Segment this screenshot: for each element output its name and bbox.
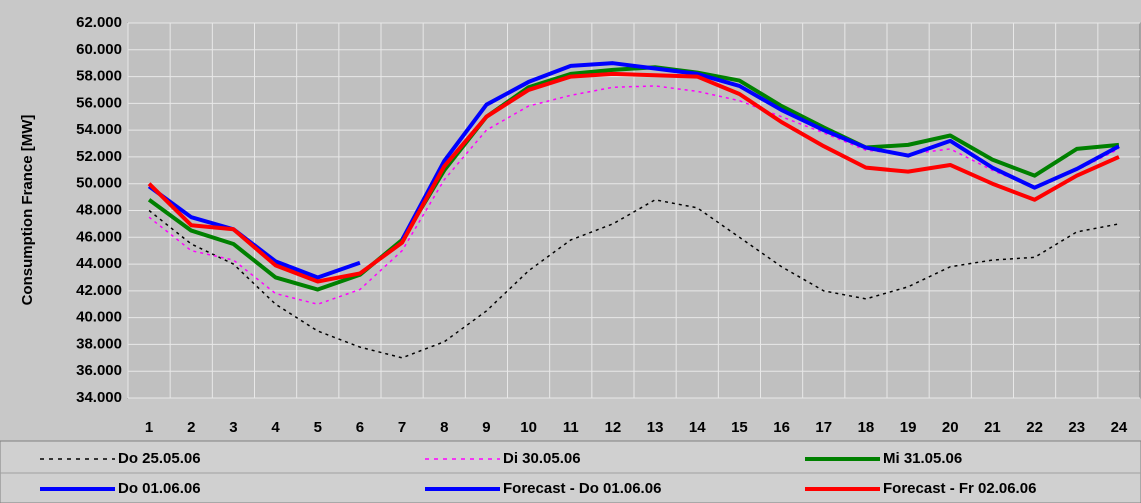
y-tick-label: 38.000: [76, 335, 122, 352]
y-tick-label: 52.000: [76, 148, 122, 165]
y-tick-label: 62.000: [76, 14, 122, 31]
y-tick-label: 50.000: [76, 175, 122, 192]
x-tick-label: 2: [187, 419, 195, 436]
y-tick-label: 40.000: [76, 309, 122, 326]
y-tick-label: 60.000: [76, 41, 122, 58]
y-tick-label: 44.000: [76, 255, 122, 272]
x-tick-label: 16: [773, 419, 790, 436]
y-tick-label: 54.000: [76, 121, 122, 138]
x-tick-label: 10: [520, 419, 537, 436]
legend-label: Forecast - Fr 02.06.06: [883, 480, 1036, 497]
x-tick-label: 18: [858, 419, 875, 436]
y-axis-title: Consumption France [MW]: [19, 115, 36, 306]
x-tick-label: 22: [1026, 419, 1043, 436]
y-tick-label: 34.000: [76, 389, 122, 406]
legend-box: [0, 440, 1141, 503]
legend-label: Di 30.05.06: [503, 450, 581, 467]
x-tick-label: 23: [1068, 419, 1085, 436]
x-tick-label: 21: [984, 419, 1001, 436]
x-tick-label: 11: [563, 419, 579, 436]
legend-label: Do 25.05.06: [118, 450, 201, 467]
series-line: [147, 65, 1120, 292]
y-tick-label: 36.000: [76, 362, 122, 379]
x-tick-label: 12: [605, 419, 622, 436]
x-tick-label: 5: [314, 419, 322, 436]
x-tick-label: 19: [900, 419, 917, 436]
legend-label: Do 01.06.06: [118, 480, 201, 497]
legend-label: Mi 31.05.06: [883, 450, 962, 467]
x-tick-label: 20: [942, 419, 959, 436]
x-tick-label: 15: [731, 419, 748, 436]
x-tick-label: 6: [356, 419, 364, 436]
x-tick-label: 24: [1111, 419, 1128, 436]
x-tick-label: 17: [815, 419, 832, 436]
x-tick-label: 14: [689, 419, 706, 436]
series-line: [400, 61, 1120, 241]
x-tick-label: 7: [398, 419, 406, 436]
x-tick-label: 9: [482, 419, 490, 436]
x-tick-label: 3: [229, 419, 237, 436]
y-tick-label: 42.000: [76, 282, 122, 299]
y-tick-label: 56.000: [76, 94, 122, 111]
x-tick-label: 1: [145, 419, 153, 436]
x-tick-label: 4: [271, 419, 280, 436]
series-line: [147, 71, 1120, 284]
y-tick-label: 58.000: [76, 68, 122, 85]
series-line: [148, 199, 1120, 359]
legend-label: Forecast - Do 01.06.06: [503, 480, 661, 497]
y-tick-label: 46.000: [76, 228, 122, 245]
x-tick-label: 13: [647, 419, 664, 436]
x-tick-label: 8: [440, 419, 448, 436]
y-tick-label: 48.000: [76, 201, 122, 218]
